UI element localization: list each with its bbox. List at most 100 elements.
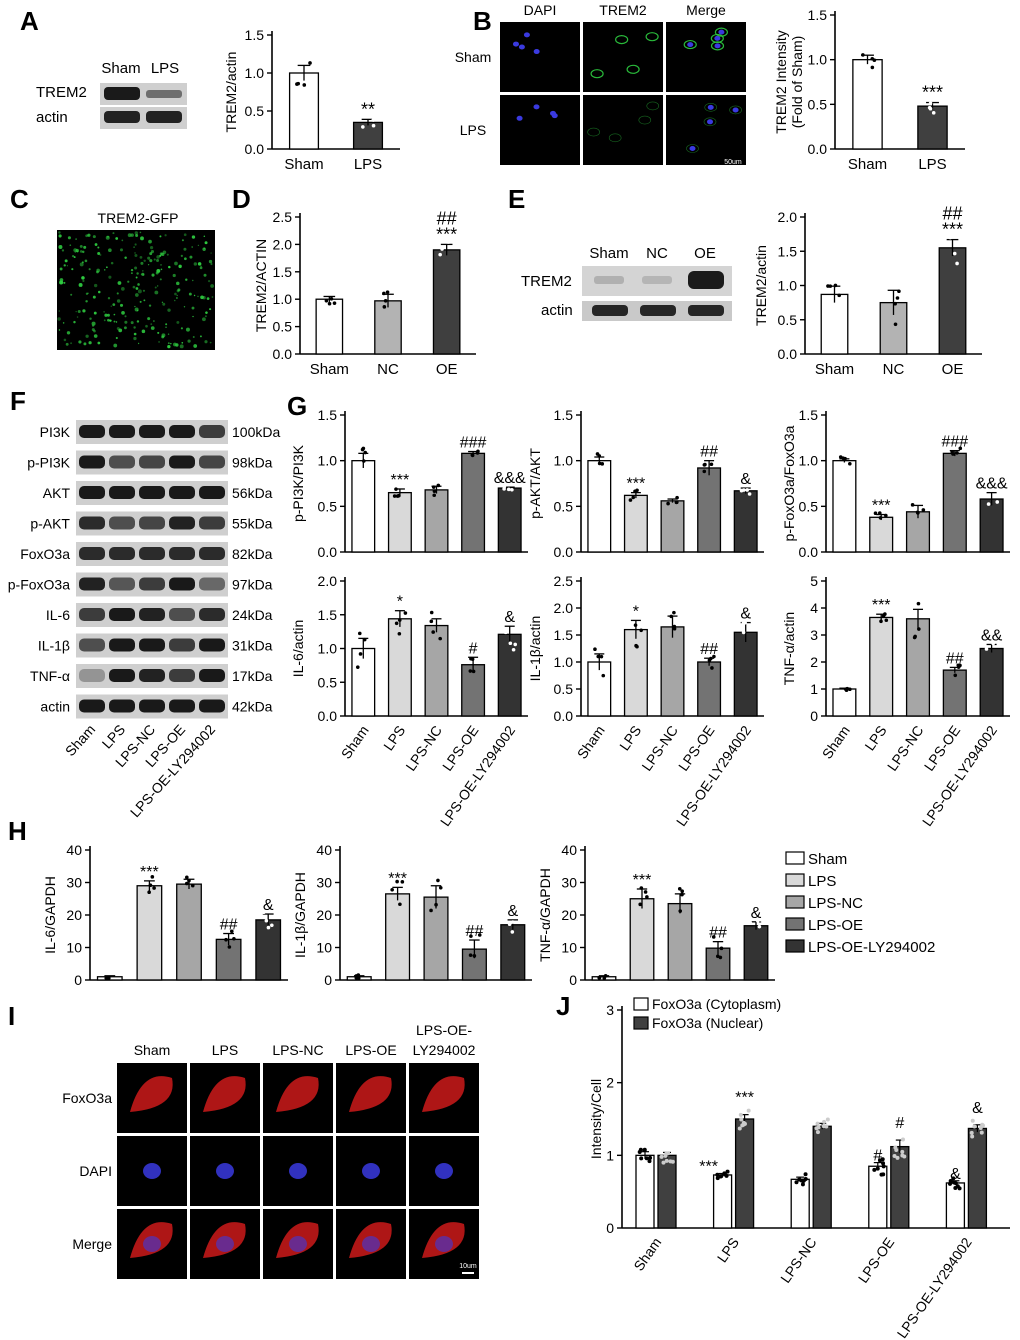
data-point [957, 1186, 962, 1191]
x-tick-label: OE [942, 361, 964, 378]
chart-J: 0 1 2 3 Intensity/Cell Sham *** *** LPS LPS-NC # # L… [588, 996, 1010, 1340]
data-point [510, 487, 514, 492]
gfp-signal [120, 248, 123, 252]
data-point [470, 453, 475, 458]
x-tick-label: OE [436, 361, 458, 378]
significance-mark: ### [941, 434, 968, 451]
y-tick-label: 30 [561, 875, 577, 891]
chart-G2: 0.0 0.5 1.0 1.5 p-AKT/AKT *** ## & [527, 407, 764, 560]
blot-band [139, 455, 165, 469]
blot-lane-label: LPS [151, 60, 179, 77]
gfp-signal [87, 234, 89, 236]
nucleus [707, 104, 714, 110]
data-point [881, 1161, 886, 1166]
nucleus [435, 1236, 453, 1252]
legend-swatch [785, 939, 805, 953]
panel-letter-c: C [10, 184, 29, 214]
data-point [639, 886, 644, 890]
data-point [879, 619, 883, 624]
nucleus [714, 43, 721, 49]
significance-mark: *** [872, 498, 891, 515]
y-axis-label: IL-6/GAPDH [42, 876, 58, 954]
gfp-signal [208, 259, 213, 264]
gfp-signal [112, 303, 116, 306]
gfp-signal [199, 266, 203, 270]
significance-mark: & [972, 1100, 983, 1117]
significance-mark: *** [436, 224, 457, 244]
gfp-signal [92, 235, 96, 239]
blot-band [199, 577, 225, 591]
y-axis-label: IL-1β/actin [527, 616, 543, 682]
data-point [371, 118, 376, 122]
data-point [969, 1130, 974, 1135]
gfp-signal [162, 250, 167, 255]
y-axis-label: TREM2/actin [753, 245, 769, 326]
image-row-label: DAPI [79, 1163, 112, 1179]
gfp-signal [178, 264, 182, 269]
blot-row-label: IL-1β [38, 638, 70, 654]
gfp-signal [78, 340, 82, 344]
gfp-signal [107, 318, 110, 322]
blot-band [79, 577, 105, 591]
y-tick-label: 0 [569, 972, 577, 988]
gfp-signal [209, 341, 212, 344]
data-point [185, 875, 189, 880]
data-point [633, 623, 638, 627]
blot-band [79, 455, 105, 469]
significance-mark: * [633, 603, 639, 620]
y-tick-label: 2.0 [778, 209, 798, 225]
gfp-signal [204, 315, 207, 318]
gfp-signal [164, 234, 167, 237]
trem2-signal [615, 34, 629, 45]
data-point [227, 945, 232, 949]
chart-H2: 0 10 20 30 40 IL-1β/GAPDH *** ## & [292, 842, 532, 988]
data-point [803, 1176, 808, 1181]
data-point [953, 1181, 958, 1186]
data-point [150, 875, 155, 879]
nucleus [718, 29, 725, 35]
y-axis-label: Intensity/Cell [588, 1079, 604, 1159]
gfp-signal [64, 259, 68, 263]
gfp-signal [192, 279, 194, 282]
nucleus [687, 42, 694, 48]
gfp-signal [99, 253, 102, 256]
data-point [916, 511, 920, 515]
gfp-signal [78, 282, 83, 287]
x-tick-label: LPS [861, 723, 889, 754]
data-point [953, 673, 958, 678]
data-point [948, 235, 953, 240]
scale-bar-label: 50um [724, 159, 742, 166]
y-tick-label: 0.5 [318, 498, 338, 514]
legend-label: LPS-NC [808, 895, 863, 912]
blot-band [79, 699, 105, 713]
data-point [910, 503, 915, 507]
gfp-signal [203, 235, 206, 237]
gfp-signal [66, 331, 71, 335]
data-point [385, 290, 390, 294]
gfp-signal [85, 300, 88, 303]
data-point [394, 621, 399, 626]
x-tick-label: LPS-OE-LY294002 [894, 1234, 975, 1340]
data-point [870, 65, 875, 70]
data-point [392, 494, 397, 498]
blot-band [79, 425, 105, 438]
legend-label: LPS-OE [808, 917, 863, 934]
data-point [931, 111, 936, 115]
data-point [362, 637, 367, 642]
gfp-signal [115, 321, 118, 323]
data-point [901, 1137, 906, 1142]
data-point [509, 913, 514, 917]
data-point [672, 624, 677, 629]
y-tick-label: 1.0 [318, 453, 338, 469]
data-point [680, 892, 684, 897]
gfp-signal [197, 295, 199, 298]
y-axis-label: TREM2/ACTIN [253, 239, 269, 332]
gfp-signal [91, 324, 95, 327]
data-point [436, 878, 440, 883]
gfp-signal [209, 308, 212, 311]
data-point [638, 1147, 643, 1152]
gfp-signal [180, 254, 183, 257]
chart-B: 0.0 0.5 1.0 1.5 TREM2 Intensity (Fold of Sham… [773, 7, 965, 173]
bar-cytoplasm [712, 1174, 733, 1229]
